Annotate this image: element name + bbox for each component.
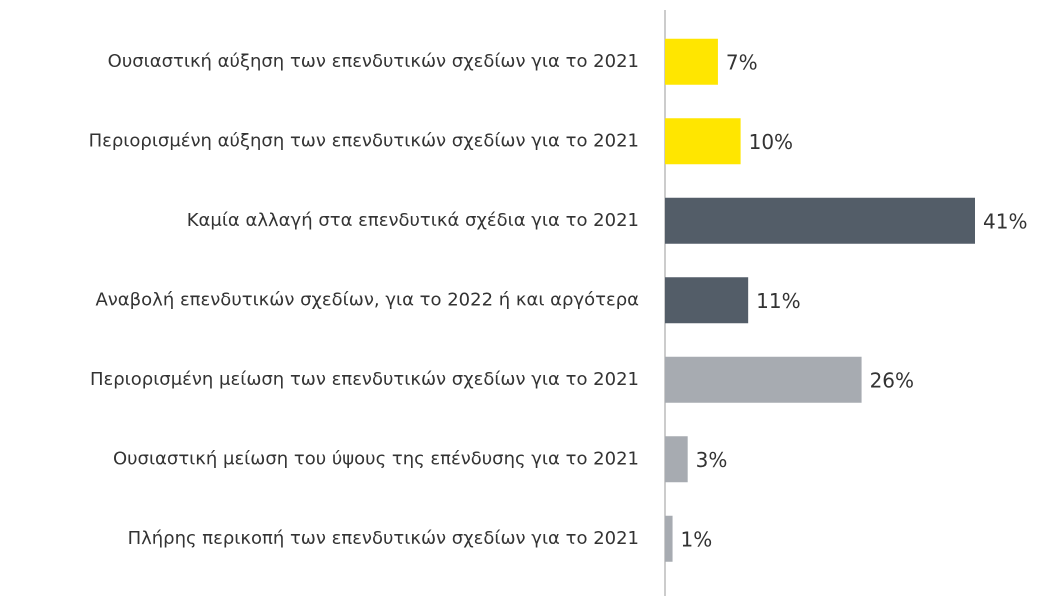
category-label: Περιορισμένη αύξηση των επενδυτικών σχεδ… <box>89 130 639 151</box>
bar <box>665 436 688 483</box>
bar <box>665 197 975 244</box>
value-label: 10% <box>749 130 793 154</box>
category-label: Πλήρης περικοπή των επενδυτικών σχεδίων … <box>128 528 639 549</box>
bar <box>665 277 749 324</box>
bar <box>665 356 862 403</box>
value-label: 1% <box>681 527 713 551</box>
value-label: 7% <box>726 50 758 74</box>
category-label: Ουσιαστική μείωση του ύψους της επένδυση… <box>113 448 639 469</box>
value-label: 41% <box>983 209 1027 233</box>
bar <box>665 38 718 85</box>
category-label: Αναβολή επενδυτικών σχεδίων, για το 2022… <box>95 289 639 310</box>
category-label: Καμία αλλαγή στα επενδυτικά σχέδια για τ… <box>187 210 639 231</box>
bar <box>665 118 741 165</box>
category-label: Περιορισμένη μείωση των επενδυτικών σχεδ… <box>90 369 639 390</box>
bar <box>665 515 673 562</box>
category-label: Ουσιαστική αύξηση των επενδυτικών σχεδίω… <box>108 51 639 72</box>
value-label: 11% <box>756 289 800 313</box>
value-label: 3% <box>696 448 728 472</box>
value-label: 26% <box>870 368 914 392</box>
